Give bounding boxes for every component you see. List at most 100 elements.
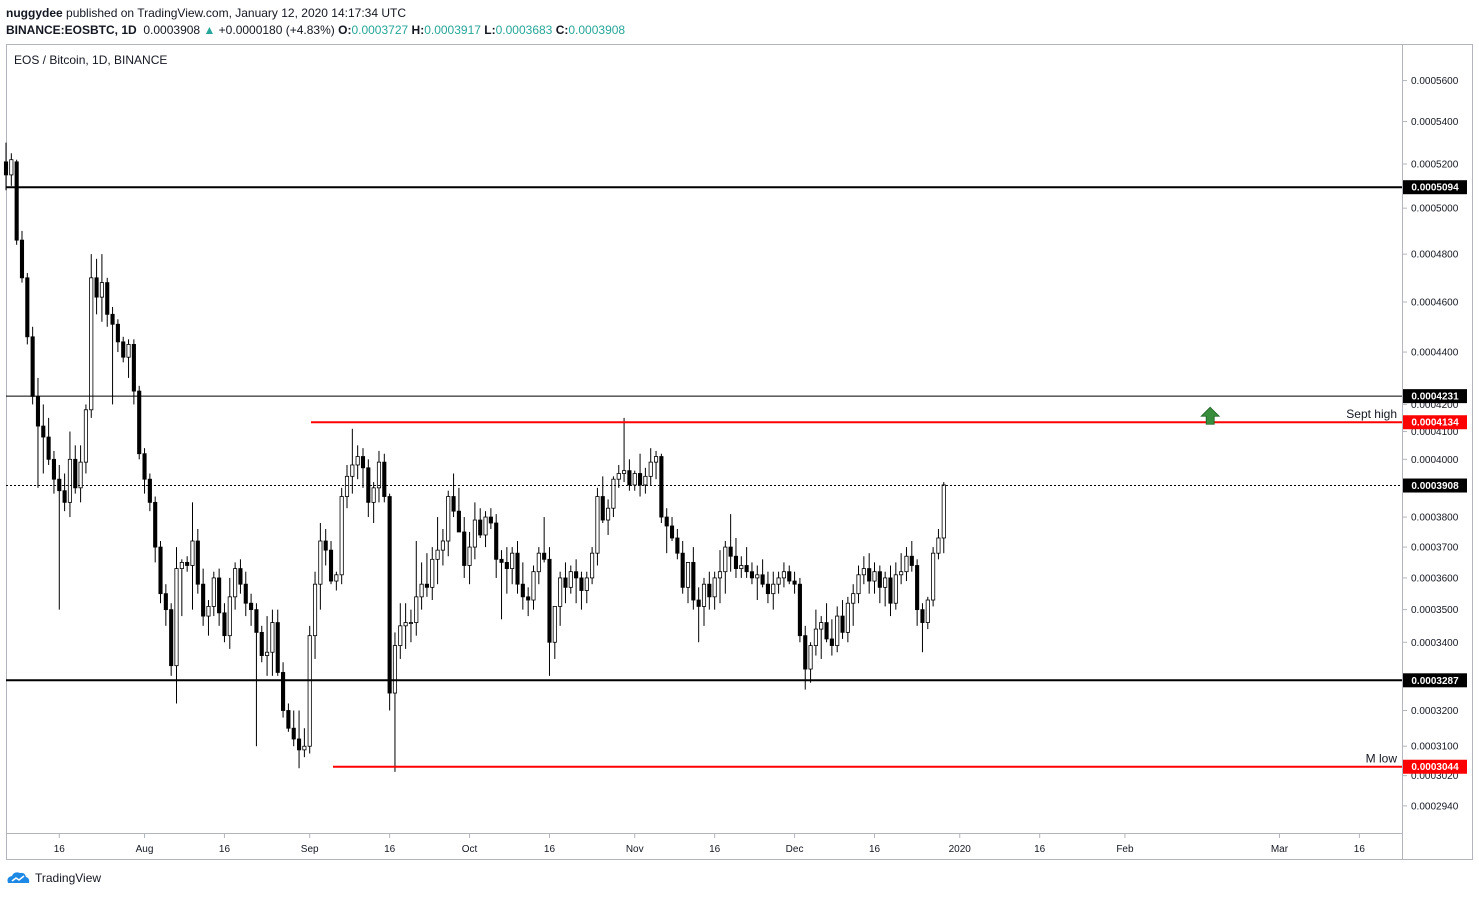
candle-body-up	[467, 546, 472, 566]
candle	[206, 600, 211, 636]
price-tick-label: 0.0004600	[1411, 298, 1459, 309]
candle	[328, 541, 334, 585]
candle	[813, 609, 818, 656]
candle-body-down	[728, 546, 733, 557]
candle	[712, 571, 717, 610]
candle-body-down	[137, 390, 142, 455]
candle	[925, 596, 930, 630]
candle-body-up	[739, 565, 744, 569]
time-tick-label: Feb	[1116, 844, 1134, 855]
time-tick-label: Aug	[136, 844, 154, 855]
candle	[749, 562, 755, 585]
candle	[190, 502, 195, 610]
candle	[62, 473, 67, 512]
candle-body-down	[131, 344, 136, 392]
candle-body-up	[408, 622, 413, 624]
candle-body-up	[318, 540, 323, 585]
level-note: Sept high	[1346, 407, 1397, 421]
candle-body-down	[840, 615, 845, 633]
time-tick-label: 16	[384, 844, 396, 855]
candle	[286, 703, 291, 732]
price-level-badge-text: 0.0004134	[1411, 418, 1459, 429]
candle-body-down	[147, 478, 152, 503]
candle-body-down	[456, 510, 461, 533]
candle	[526, 587, 531, 617]
candle-body-up	[941, 484, 946, 539]
candle	[275, 609, 280, 676]
candle-body-up	[9, 159, 14, 176]
close-label: C:	[555, 23, 569, 37]
candle	[323, 528, 328, 566]
candle-body-up	[568, 571, 573, 588]
candle-body-up	[904, 555, 909, 573]
candle	[669, 517, 675, 542]
candle-body-down	[824, 622, 829, 640]
candle	[829, 619, 834, 656]
price-tick-label: 0.0003500	[1411, 605, 1459, 616]
candle-body-up	[606, 507, 611, 521]
price-tick-label: 0.0004000	[1411, 455, 1459, 466]
candle-body-up	[899, 571, 904, 576]
candle-body-down	[867, 568, 872, 582]
candle-body-up	[536, 552, 541, 573]
symbol-label[interactable]: BINANCE:EOSBTC, 1D	[6, 23, 137, 37]
candle	[888, 565, 893, 617]
candle	[254, 603, 259, 747]
candle	[51, 450, 57, 494]
candle	[616, 464, 621, 488]
candle	[803, 625, 808, 690]
candle	[590, 547, 595, 585]
candle	[387, 493, 392, 711]
candle	[297, 710, 302, 769]
candle-body-up	[483, 516, 488, 536]
candle	[467, 531, 472, 585]
candle	[291, 710, 296, 747]
candle-body-down	[829, 638, 834, 646]
candle-body-up	[211, 577, 216, 607]
candle	[643, 467, 648, 494]
close-value: 0.0003908	[568, 23, 626, 37]
candle	[627, 459, 632, 491]
time-tick-label: 16	[219, 844, 231, 855]
candle	[222, 603, 227, 643]
candle	[787, 565, 792, 585]
candle-body-down	[462, 531, 467, 566]
candle	[137, 385, 142, 460]
candle-body-up	[440, 540, 445, 551]
candle	[840, 600, 845, 639]
candle-body-down	[46, 436, 51, 460]
candle	[174, 547, 179, 704]
candle	[25, 273, 30, 345]
candle-body-down	[579, 577, 584, 591]
candle	[568, 565, 573, 594]
candle	[121, 336, 126, 363]
candle	[872, 562, 877, 594]
candle-body-up	[435, 549, 440, 560]
candle	[723, 541, 728, 594]
candle-body-down	[664, 516, 669, 527]
candle	[771, 571, 776, 610]
candle	[776, 571, 781, 594]
candle	[861, 556, 866, 585]
candle-body-up	[701, 583, 707, 607]
candle-body-up	[685, 561, 691, 588]
candle-body-up	[925, 599, 930, 623]
low-value: 0.0003683	[495, 23, 553, 37]
price-tick-label: 0.0004200	[1411, 400, 1459, 411]
candle	[611, 476, 616, 518]
price-level-badge	[1403, 415, 1467, 430]
candle-body-up	[712, 577, 717, 598]
price-level-badge	[1403, 180, 1467, 195]
candle-body-up	[819, 622, 824, 630]
high-value: 0.0003917	[424, 23, 481, 37]
last-price: 0.0003908	[143, 23, 201, 37]
time-tick-label: 16	[709, 844, 721, 855]
candle-body-up	[265, 651, 270, 656]
publisher-name[interactable]: nuggydee	[6, 6, 63, 20]
time-axis: 16 Aug 16 Sep 16 Oct 16 Nov 16 Dec 16 2020 16 Feb Mar 1…	[54, 833, 1365, 855]
candle-body-up	[392, 645, 398, 694]
brand-name[interactable]: TradingView	[35, 871, 102, 885]
candle-body-down	[185, 561, 190, 566]
